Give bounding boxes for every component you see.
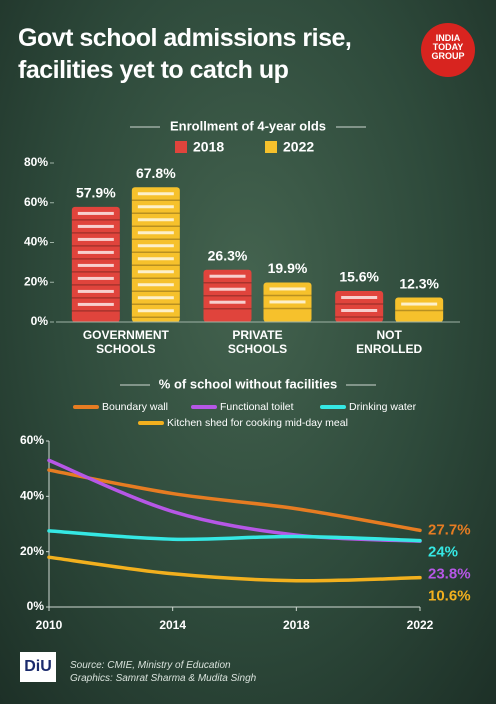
y-tick-label: 60% [24, 195, 48, 209]
source: Source: CMIE, Ministry of Education [70, 660, 231, 671]
book-pages [77, 289, 114, 293]
page-title: Govt school admissions rise, facilities … [18, 24, 352, 84]
legend-swatch [175, 141, 187, 153]
legend-label: 2022 [283, 139, 314, 155]
chart-title: Enrollment of 4-year olds [170, 118, 326, 133]
line-series [47, 555, 422, 583]
bar [203, 269, 252, 322]
book-pages [77, 276, 114, 280]
y-tick-label: 20% [24, 274, 48, 288]
legend-label: Functional toilet [220, 401, 294, 413]
book-pages [137, 270, 174, 274]
value-label: 15.6% [339, 269, 379, 285]
book-pages [269, 287, 306, 291]
value-label: 12.3% [399, 275, 439, 291]
value-label: 24% [428, 543, 458, 560]
book-pages [137, 257, 174, 261]
line-series [47, 529, 422, 543]
logo-circle [421, 23, 475, 77]
book-pages [77, 211, 114, 215]
legend-label: 2018 [193, 139, 224, 155]
chart-title: % of school without facilities [159, 376, 337, 391]
y-tick-label: 40% [24, 235, 48, 249]
x-tick-label: 2010 [36, 618, 63, 632]
book-pages [209, 300, 246, 304]
y-tick-label: 60% [20, 433, 44, 447]
book-pages [137, 244, 174, 248]
book-pages [77, 237, 114, 241]
value-label: 26.3% [208, 247, 248, 263]
x-tick-label: 2014 [159, 618, 186, 632]
book-pages [401, 302, 438, 306]
book-pages [137, 309, 174, 313]
x-tick-label: GOVERNMENT SCHOOLS [82, 328, 169, 356]
book-pages [77, 250, 114, 254]
book-pages [77, 263, 114, 267]
legend-label: Drinking water [349, 401, 417, 413]
x-tick-label: NOT ENROLLED [356, 328, 423, 356]
value-label: 27.7% [428, 521, 471, 538]
y-tick-label: 20% [20, 544, 44, 558]
book-pages [137, 218, 174, 222]
y-tick-label: 0% [27, 599, 45, 613]
book-pages [77, 302, 114, 306]
x-tick-label: PRIVATE SCHOOLS [227, 328, 288, 356]
legend-swatch [265, 141, 277, 153]
y-tick-label: 40% [20, 489, 44, 503]
y-tick-label: 80% [24, 155, 48, 169]
book-pages [209, 287, 246, 291]
legend-label: Boundary wall [102, 401, 168, 413]
credits: Graphics: Samrat Sharma & Mudita Singh [70, 673, 257, 684]
x-tick-label: 2022 [407, 618, 434, 632]
book-pages [137, 283, 174, 287]
x-tick-label: 2018 [283, 618, 310, 632]
value-label: 23.8% [428, 565, 471, 582]
book-pages [137, 231, 174, 235]
bar [395, 297, 444, 322]
book-pages [137, 296, 174, 300]
value-label: 19.9% [268, 260, 308, 276]
logo: INDIA TODAY GROUP [431, 33, 465, 61]
line-series [47, 468, 422, 533]
book-pages [137, 192, 174, 196]
book-pages [341, 295, 378, 299]
book-pages [341, 308, 378, 312]
value-label: 10.6% [428, 587, 471, 604]
book-pages [269, 300, 306, 304]
book-pages [209, 274, 246, 278]
legend-label: Kitchen shed for cooking mid-day meal [167, 417, 348, 429]
value-label: 57.9% [76, 185, 116, 201]
book-pages [137, 205, 174, 209]
badge: DiU [20, 652, 56, 682]
value-label: 67.8% [136, 165, 176, 181]
y-tick-label: 0% [31, 314, 49, 328]
book-pages [77, 224, 114, 228]
